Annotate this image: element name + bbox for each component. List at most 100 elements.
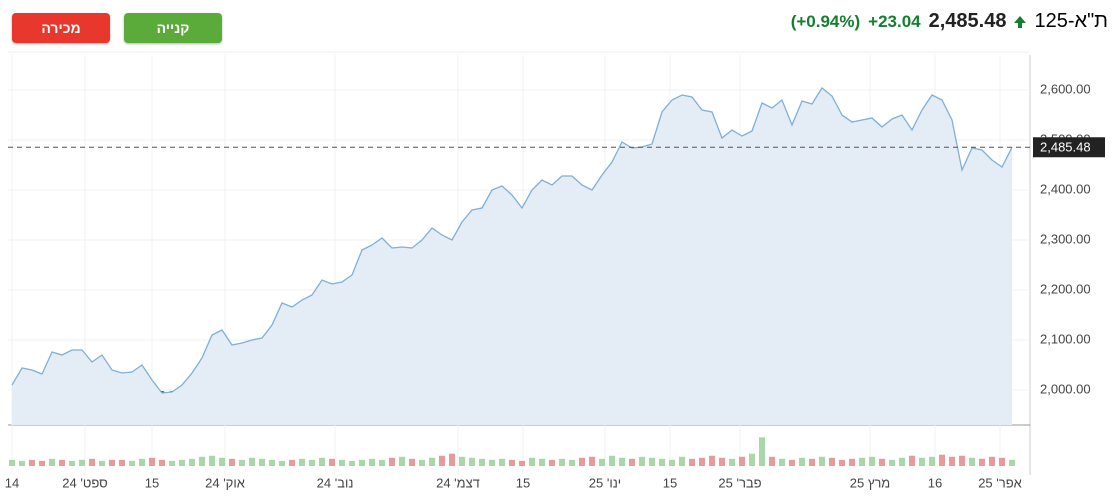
volume-bar (69, 460, 75, 466)
volume-bar (249, 457, 255, 466)
x-tick-label: פבר' 25 (718, 475, 761, 490)
volume-bar (159, 459, 165, 466)
volume-bar (599, 458, 605, 466)
volume-bar (419, 459, 425, 466)
last-price-box (1033, 137, 1105, 158)
volume-bar (949, 456, 955, 466)
volume-bar (299, 458, 305, 466)
volume-bar (59, 459, 65, 466)
volume-bar (959, 455, 965, 466)
volume-bar (539, 458, 545, 466)
area (12, 88, 1012, 425)
volume-bar (339, 459, 345, 466)
up-arrow (1014, 15, 1027, 28)
volume-bar (459, 456, 465, 466)
volume-bar (409, 458, 415, 466)
volume-bar (679, 456, 685, 466)
volume-bar (749, 453, 755, 466)
volume-bar (969, 457, 975, 466)
volume-bar (659, 458, 665, 466)
volume-bar (859, 457, 865, 466)
y-tick-label: 2,400.00 (1040, 181, 1091, 196)
y-tick-label: 2,600.00 (1040, 81, 1091, 96)
volume-bar (889, 459, 895, 466)
volume-bar (479, 458, 485, 466)
volume-bar (149, 457, 155, 466)
x-tick-label: דצמ' 24 (436, 475, 480, 490)
volume-bar (589, 456, 595, 466)
volume-bar (849, 458, 855, 466)
x-tick-label: מרץ 25 (850, 475, 891, 490)
volume-bar (209, 455, 215, 466)
volume-bar (509, 459, 515, 466)
volume-bar (369, 458, 375, 466)
volume-bar (39, 460, 45, 466)
price-line (11, 87, 1013, 394)
volume-bar (79, 459, 85, 466)
volume-bar (979, 458, 985, 466)
volume-bar (899, 457, 905, 466)
last-price: 2,485.48 (928, 10, 1007, 32)
volume-bar (559, 458, 565, 466)
watermark-suffix: .com (151, 385, 194, 407)
volume-bar (879, 458, 885, 466)
volume-bar (229, 458, 235, 466)
buy-button[interactable]: קנייה (124, 13, 222, 43)
volume-bar (399, 456, 405, 466)
volume-bar (449, 453, 455, 466)
volume-bar (469, 457, 475, 466)
y-tick-label: 2,300.00 (1040, 231, 1091, 246)
x-tick-label: 15 (516, 475, 530, 490)
volume-bar (9, 459, 15, 466)
volume-bar (239, 459, 245, 466)
volume-bar (429, 457, 435, 466)
x-tick-label: אוק' 24 (205, 475, 245, 490)
sell-button[interactable]: מכירה (12, 13, 110, 43)
y-tick-label: 2,500.00 (1040, 131, 1091, 146)
volume-bar (939, 454, 945, 466)
volume-bar (999, 457, 1005, 466)
x-tick-label: 16 (928, 475, 942, 490)
volume-bar (609, 455, 615, 466)
volume-bar (779, 458, 785, 466)
volume-bar (549, 459, 555, 466)
volume-bar (89, 458, 95, 466)
volume-bar (519, 460, 525, 466)
volume-bar (499, 458, 505, 466)
volume-bar (719, 457, 725, 466)
x-tick-label: 15 (145, 475, 159, 490)
x-tick-label: נוב' 24 (317, 475, 354, 490)
volume-bar (759, 437, 765, 466)
volume-bar (639, 456, 645, 466)
volume-bar (699, 457, 705, 466)
volume-bar (199, 456, 205, 466)
volume-bar (29, 459, 35, 466)
volume-bar (139, 458, 145, 466)
volume-bar (789, 459, 795, 466)
x-tick-label: אפר' 25 (978, 475, 1022, 490)
volume-bar (1009, 459, 1015, 466)
volume-bar (129, 460, 135, 466)
volume-bar (359, 459, 365, 466)
y-tick-label: 2,200.00 (1040, 281, 1091, 296)
volume-bar (349, 460, 355, 466)
volume-bar (709, 455, 715, 466)
volume-bar (309, 459, 315, 466)
volume-bar (489, 459, 495, 466)
quote-header: ת"א-125 2,485.48 +23.04 (+0.94%) (791, 10, 1108, 33)
x-tick-label: ינו' 25 (589, 475, 621, 490)
x-tick-label: ספט' 24 (62, 475, 107, 490)
volume-bar (219, 457, 225, 466)
instrument-name: ת"א-125 (1034, 10, 1108, 32)
volume-bar (19, 460, 25, 466)
volume-bar (729, 458, 735, 466)
volume-bar (439, 455, 445, 466)
volume-bar (799, 457, 805, 466)
volume-bar (649, 457, 655, 466)
volume-bar (389, 457, 395, 466)
x-tick-label: 14 (5, 475, 19, 490)
volume-bar (909, 455, 915, 466)
volume-bar (919, 457, 925, 466)
